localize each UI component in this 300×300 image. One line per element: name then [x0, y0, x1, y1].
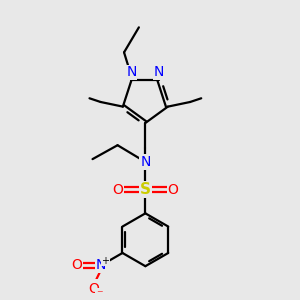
- Text: N: N: [126, 65, 136, 79]
- Text: O: O: [168, 183, 178, 197]
- Text: O: O: [112, 183, 123, 197]
- Text: S: S: [140, 182, 151, 197]
- Text: +: +: [101, 256, 110, 266]
- Text: O: O: [88, 282, 99, 296]
- Text: O: O: [72, 259, 83, 272]
- Text: N: N: [154, 65, 164, 79]
- Text: N: N: [140, 155, 151, 169]
- Text: N: N: [96, 259, 106, 272]
- Text: ⁻: ⁻: [96, 288, 103, 300]
